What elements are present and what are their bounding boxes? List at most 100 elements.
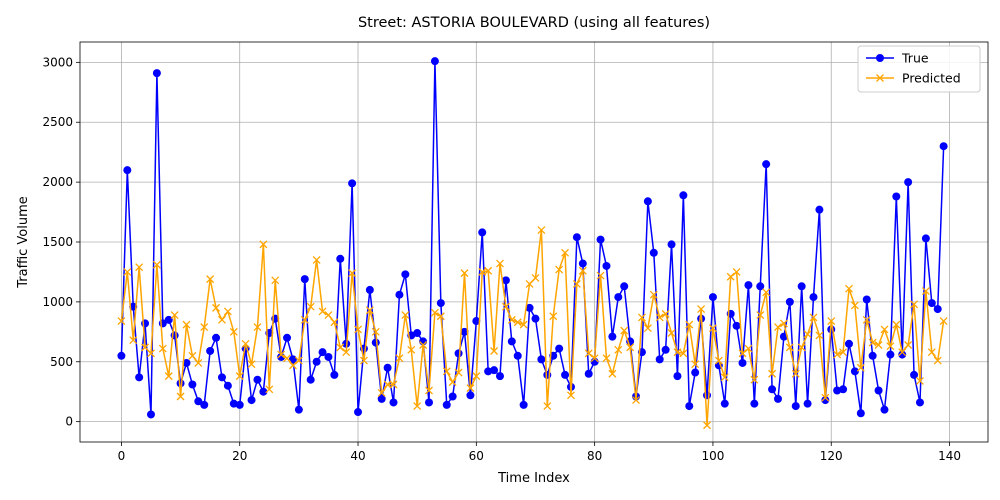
data-point (703, 391, 712, 400)
data-point (898, 350, 907, 359)
data-point (330, 318, 339, 327)
y-tick-label: 2000 (42, 175, 73, 189)
data-point (460, 269, 469, 278)
data-point (880, 405, 889, 414)
data-point (750, 399, 759, 408)
data-point (365, 306, 374, 315)
data-point (324, 311, 333, 320)
data-point (543, 402, 552, 411)
legend-label: True (901, 51, 929, 66)
data-point (910, 370, 919, 379)
data-point (442, 400, 451, 409)
data-point (146, 410, 155, 419)
data-point (620, 282, 629, 291)
data-point (910, 300, 919, 309)
x-tick-label: 20 (232, 449, 247, 463)
data-point (637, 313, 646, 322)
data-point (288, 355, 297, 364)
data-point (359, 356, 368, 365)
data-point (892, 192, 901, 201)
data-point (904, 341, 913, 349)
legend: True Predicted (857, 45, 981, 93)
data-point (809, 313, 818, 322)
data-point (436, 312, 445, 321)
data-point (525, 279, 534, 288)
chart-title: Street: ASTORIA BOULEVARD (using all fea… (358, 15, 710, 31)
data-point (454, 368, 463, 377)
data-point (401, 311, 410, 320)
data-point (608, 369, 617, 378)
data-point (868, 351, 877, 360)
data-point (265, 385, 274, 394)
x-tick-label: 40 (350, 449, 365, 463)
data-point (460, 327, 469, 336)
data-point (809, 293, 818, 302)
data-point (200, 400, 209, 409)
data-point (247, 360, 256, 369)
series-true (117, 57, 948, 419)
data-point (454, 349, 463, 358)
data-point (774, 323, 782, 331)
data-point (549, 312, 558, 321)
data-point (472, 317, 481, 326)
data-point (300, 315, 309, 324)
data-point (371, 327, 380, 336)
legend-marker (876, 74, 884, 82)
x-tick-label: 80 (587, 449, 602, 463)
legend-marker (876, 54, 884, 62)
data-point (667, 240, 676, 249)
data-point (342, 348, 351, 357)
data-point (756, 282, 765, 291)
data-point (685, 402, 694, 411)
data-point (217, 373, 226, 382)
data-point (318, 348, 327, 357)
data-point (827, 317, 836, 326)
data-point (247, 396, 256, 405)
data-point (756, 311, 765, 320)
data-point (673, 372, 682, 381)
data-point (259, 240, 268, 249)
data-point (484, 266, 493, 275)
ticks: 0 20 40 60 80 100 120 140 0 500 1000 1500 2000 2500 30… (42, 55, 961, 463)
data-point (283, 333, 292, 342)
data-point (123, 267, 132, 276)
data-point (572, 279, 581, 288)
data-point (164, 372, 173, 381)
data-point (348, 269, 357, 278)
data-point (519, 320, 528, 329)
y-tick-label: 1500 (42, 235, 73, 249)
y-tick-label: 2500 (42, 115, 73, 129)
data-point (708, 324, 717, 333)
data-point (206, 275, 215, 284)
data-point (294, 356, 303, 365)
data-point (206, 346, 215, 355)
data-point (330, 370, 339, 379)
data-point (691, 360, 700, 369)
data-point (726, 272, 735, 281)
data-point (336, 254, 345, 263)
series-layer (117, 57, 948, 430)
y-axis-label: Traffic Volume (16, 196, 31, 289)
data-point (525, 303, 534, 312)
data-point (117, 351, 126, 360)
y-tick-label: 1000 (42, 295, 73, 309)
data-point (779, 319, 788, 328)
data-point (821, 393, 830, 402)
data-point (383, 363, 392, 372)
data-point (679, 191, 688, 200)
data-point (371, 338, 380, 347)
data-point (738, 349, 747, 358)
data-point (537, 355, 546, 364)
data-point (383, 380, 392, 389)
data-point (194, 358, 203, 367)
data-point (655, 313, 664, 322)
data-point (223, 381, 232, 390)
data-point (608, 332, 617, 341)
data-point (750, 375, 759, 384)
data-point (182, 358, 191, 367)
data-point (147, 349, 155, 358)
data-point (803, 399, 812, 408)
data-point (679, 349, 688, 358)
x-tick-label: 140 (938, 449, 961, 463)
data-point (572, 233, 581, 242)
